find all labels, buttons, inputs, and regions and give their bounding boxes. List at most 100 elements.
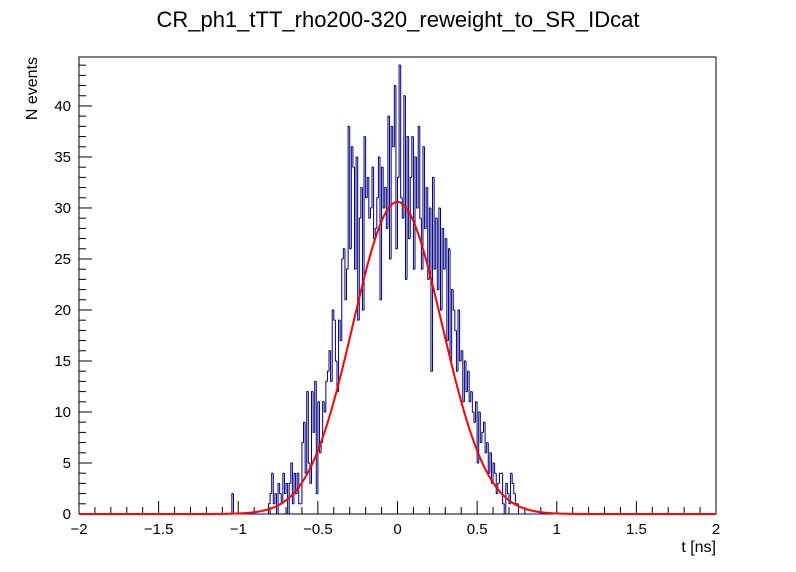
x-axis-label: t [ns] [681, 539, 716, 556]
histogram-bin [290, 462, 293, 484]
histogram-bin [363, 136, 366, 310]
histogram-bin [397, 176, 400, 249]
y-axis-label: N events [24, 57, 41, 120]
histogram-bin [484, 422, 487, 454]
histogram-bin [355, 156, 358, 270]
histogram-bin [432, 176, 435, 372]
histogram-bin [288, 482, 291, 514]
histogram-bin [291, 462, 294, 505]
histogram-bin [420, 218, 423, 270]
histogram-bin [492, 462, 495, 484]
histogram-bin [287, 483, 290, 515]
histogram-bin [322, 401, 325, 443]
histogram-bin [379, 156, 382, 301]
y-tick-label: 15 [54, 353, 71, 370]
histogram-bin [323, 401, 326, 413]
histogram-bin [350, 146, 353, 249]
histogram-bin [341, 258, 344, 341]
histogram-bin [486, 442, 489, 453]
y-tick-label: 40 [54, 98, 71, 115]
y-tick-label: 10 [54, 404, 71, 421]
histogram-bin [346, 268, 349, 300]
histogram-bin [298, 473, 301, 505]
histogram-bin [427, 187, 430, 280]
x-tick-label: 0.5 [467, 521, 488, 538]
histogram-bin [489, 452, 492, 474]
histogram-bin [444, 238, 447, 270]
histogram-bin [328, 350, 331, 372]
histogram-bin [433, 177, 436, 270]
histogram-bin [398, 64, 401, 178]
histogram-bin [411, 136, 414, 178]
histogram-bin [498, 472, 502, 484]
histogram-bin [414, 156, 417, 270]
y-tick-label: 25 [54, 251, 71, 268]
y-tick-label: 5 [63, 455, 71, 472]
histogram-bin [360, 187, 363, 219]
histogram-bin [470, 391, 473, 402]
histogram-bin [344, 248, 347, 301]
histogram-bin [404, 95, 408, 280]
histogram-bin [468, 371, 471, 403]
histogram-bin [275, 493, 279, 515]
histogram-bin [312, 391, 315, 433]
histogram-bin [283, 473, 287, 495]
histogram-bin [451, 289, 454, 361]
histogram-bin [465, 360, 468, 393]
histogram-bin [325, 380, 328, 412]
y-tick-label: 0 [63, 506, 71, 523]
histogram-bin [430, 207, 433, 372]
histogram-bin [435, 217, 438, 270]
histogram-bin [376, 197, 379, 229]
y-axis: 0 5 10 15 20 25 30 35 40 [54, 64, 92, 523]
histogram-bin [272, 473, 275, 505]
histogram-bin [422, 146, 425, 270]
histogram-bin [482, 421, 486, 433]
histogram-bin [409, 176, 412, 239]
histogram-bin [476, 401, 479, 464]
histogram-bin [384, 187, 387, 208]
histogram-bin [441, 227, 444, 310]
histogram-bin [285, 482, 288, 494]
histogram-bin [269, 493, 272, 504]
histogram-bin [339, 320, 342, 342]
histogram-bin [381, 166, 384, 300]
histogram-bin [311, 391, 314, 484]
x-tick-label: 2 [712, 521, 720, 538]
histogram-bin [271, 472, 274, 494]
histogram-bin [502, 473, 505, 505]
histogram-bin [452, 289, 455, 311]
histogram-bin [347, 125, 350, 270]
histogram-bin [393, 85, 396, 147]
histogram-bin [338, 319, 341, 392]
histogram-bin [462, 350, 465, 403]
histogram-bin [428, 207, 431, 280]
histogram-bin [503, 503, 506, 515]
histogram-bin [510, 472, 513, 504]
x-tick-label: −1.5 [144, 521, 174, 538]
x-tick-label: −0.5 [303, 521, 333, 538]
x-tick-label: −2 [70, 521, 87, 538]
histogram-bin [457, 309, 460, 372]
histogram-bin [361, 187, 365, 311]
histogram-bin [417, 125, 420, 208]
histogram-bin [436, 218, 439, 291]
histogram-bin [443, 228, 446, 270]
histogram-bin [382, 167, 385, 209]
histogram-bin [508, 493, 511, 505]
y-tick-label: 20 [54, 302, 71, 319]
histogram-bin [424, 146, 427, 229]
histogram-bin [318, 401, 322, 454]
histogram-bin [369, 207, 373, 219]
histogram-bin [366, 176, 369, 198]
histogram-bin [387, 115, 390, 229]
x-tick-label: 1.5 [626, 521, 647, 538]
histogram-bin [438, 207, 441, 290]
histogram-bin [395, 85, 398, 250]
histogram-bin [314, 380, 317, 433]
histogram-bin [392, 126, 395, 148]
histogram-bin [307, 391, 310, 464]
x-tick-label: 1 [553, 521, 561, 538]
histogram-bin [439, 207, 443, 311]
